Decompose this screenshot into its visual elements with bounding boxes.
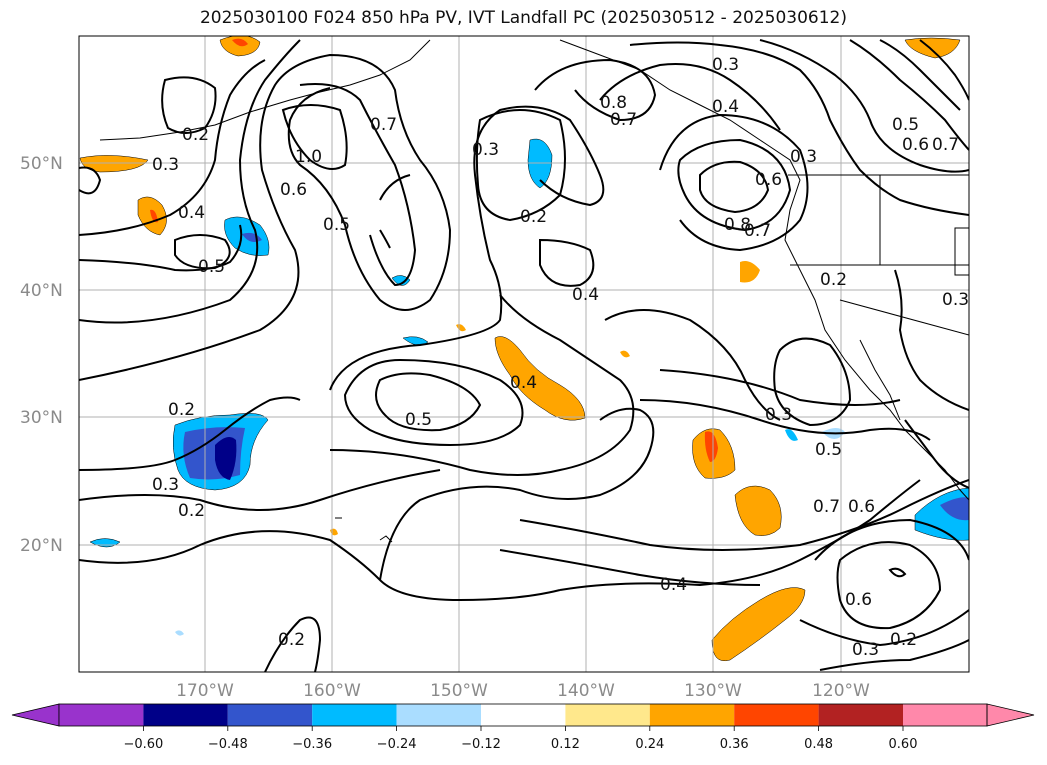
lon-label: 150°W <box>430 681 488 701</box>
colorbar-bin <box>903 704 987 726</box>
lon-label: 140°W <box>557 681 615 701</box>
colorbar-tick-label: 0.12 <box>551 737 580 752</box>
contour-label: 0.2 <box>278 630 305 650</box>
colorbar-tick-label: −0.60 <box>123 737 163 752</box>
colorbar-bin <box>227 704 313 726</box>
contour-labels: 0.2 0.3 0.4 0.5 1.0 0.6 0.5 0.7 0.3 0.2 … <box>152 55 969 660</box>
colorbar-bin <box>818 704 903 726</box>
longitude-labels: 170°W 160°W 150°W 140°W 130°W 120°W <box>176 681 870 701</box>
contour-label: 0.6 <box>755 170 782 190</box>
colorbar-tick-label: 0.60 <box>889 737 918 752</box>
colorbar: −0.60 −0.48 −0.36 −0.24 −0.12 0.12 0.24 … <box>11 703 1035 752</box>
colorbar-bin <box>649 704 735 726</box>
pv-contours <box>79 39 969 672</box>
colorbar-extend-low <box>11 703 60 727</box>
colorbar-tick-label: 0.36 <box>720 737 749 752</box>
contour-label: 0.3 <box>942 290 969 310</box>
contour-label: 0.2 <box>890 630 917 650</box>
lon-label: 130°W <box>684 681 742 701</box>
colorbar-tick-label: −0.12 <box>461 737 501 752</box>
plot-area <box>79 36 969 672</box>
contour-label: 0.4 <box>178 203 205 223</box>
contour-label: 0.5 <box>815 440 842 460</box>
colorbar-bin <box>59 704 144 726</box>
contour-label: 0.3 <box>765 405 792 425</box>
colorbar-tick-label: 0.48 <box>804 737 833 752</box>
contour-label: 0.2 <box>182 125 209 145</box>
colorbar-tick-label: −0.36 <box>292 737 332 752</box>
contour-label: 0.7 <box>610 110 637 130</box>
contour-label: 0.2 <box>520 207 547 227</box>
contour-label: 0.4 <box>712 97 739 117</box>
map-title: 2025030100 F024 850 hPa PV, IVT Landfall… <box>199 8 847 28</box>
contour-label: 0.5 <box>892 115 919 135</box>
lat-label: 20°N <box>20 536 63 556</box>
contour-label: 0.2 <box>820 270 847 290</box>
contour-label: 0.3 <box>852 640 879 660</box>
lat-label: 50°N <box>20 154 63 174</box>
colorbar-bin <box>312 704 397 726</box>
contour-label: 0.6 <box>848 497 875 517</box>
colorbar-tick-label: −0.48 <box>208 737 248 752</box>
colorbar-extend-high <box>986 703 1035 727</box>
contour-label: 0.7 <box>370 115 397 135</box>
contour-label: 1.0 <box>295 147 322 167</box>
contour-label: 0.7 <box>813 497 840 517</box>
colorbar-bin <box>481 704 566 726</box>
lon-label: 160°W <box>303 681 361 701</box>
contour-label: 0.6 <box>902 135 929 155</box>
colorbar-bin <box>734 704 819 726</box>
colorbar-tick-label: 0.24 <box>635 737 664 752</box>
contour-label: 0.5 <box>198 257 225 277</box>
contour-label: 0.4 <box>510 373 537 393</box>
lat-label: 40°N <box>20 281 63 301</box>
lon-label: 120°W <box>812 681 870 701</box>
lon-label: 170°W <box>176 681 234 701</box>
colorbar-tick-label: −0.24 <box>377 737 417 752</box>
contour-label: 0.6 <box>845 590 872 610</box>
graticule <box>79 36 969 672</box>
contour-label: 0.8 <box>600 93 627 113</box>
contour-label: 0.3 <box>152 155 179 175</box>
contour-label: 0.7 <box>744 221 771 241</box>
colorbar-frame <box>58 703 988 727</box>
contour-label: 0.2 <box>178 501 205 521</box>
contour-label: 0.3 <box>790 147 817 167</box>
latitude-labels: 50°N 40°N 30°N 20°N <box>20 154 63 556</box>
contour-label: 0.4 <box>660 575 687 595</box>
contour-label: 0.3 <box>472 140 499 160</box>
contour-label: 0.3 <box>712 55 739 75</box>
contour-label: 0.7 <box>932 135 959 155</box>
contour-label: 0.2 <box>168 400 195 420</box>
coastlines <box>99 39 969 543</box>
contour-label: 0.6 <box>280 180 307 200</box>
colorbar-bin <box>143 704 228 726</box>
contour-label: 0.5 <box>323 215 350 235</box>
colorbar-bin <box>565 704 650 726</box>
contour-label: 0.8 <box>724 215 751 235</box>
lat-label: 30°N <box>20 408 63 428</box>
pv-shading <box>79 36 969 662</box>
plot-frame <box>78 35 970 673</box>
contour-label: 0.3 <box>152 475 179 495</box>
colorbar-bin <box>396 704 481 726</box>
contour-label: 0.5 <box>405 410 432 430</box>
contour-label: 0.4 <box>572 285 599 305</box>
